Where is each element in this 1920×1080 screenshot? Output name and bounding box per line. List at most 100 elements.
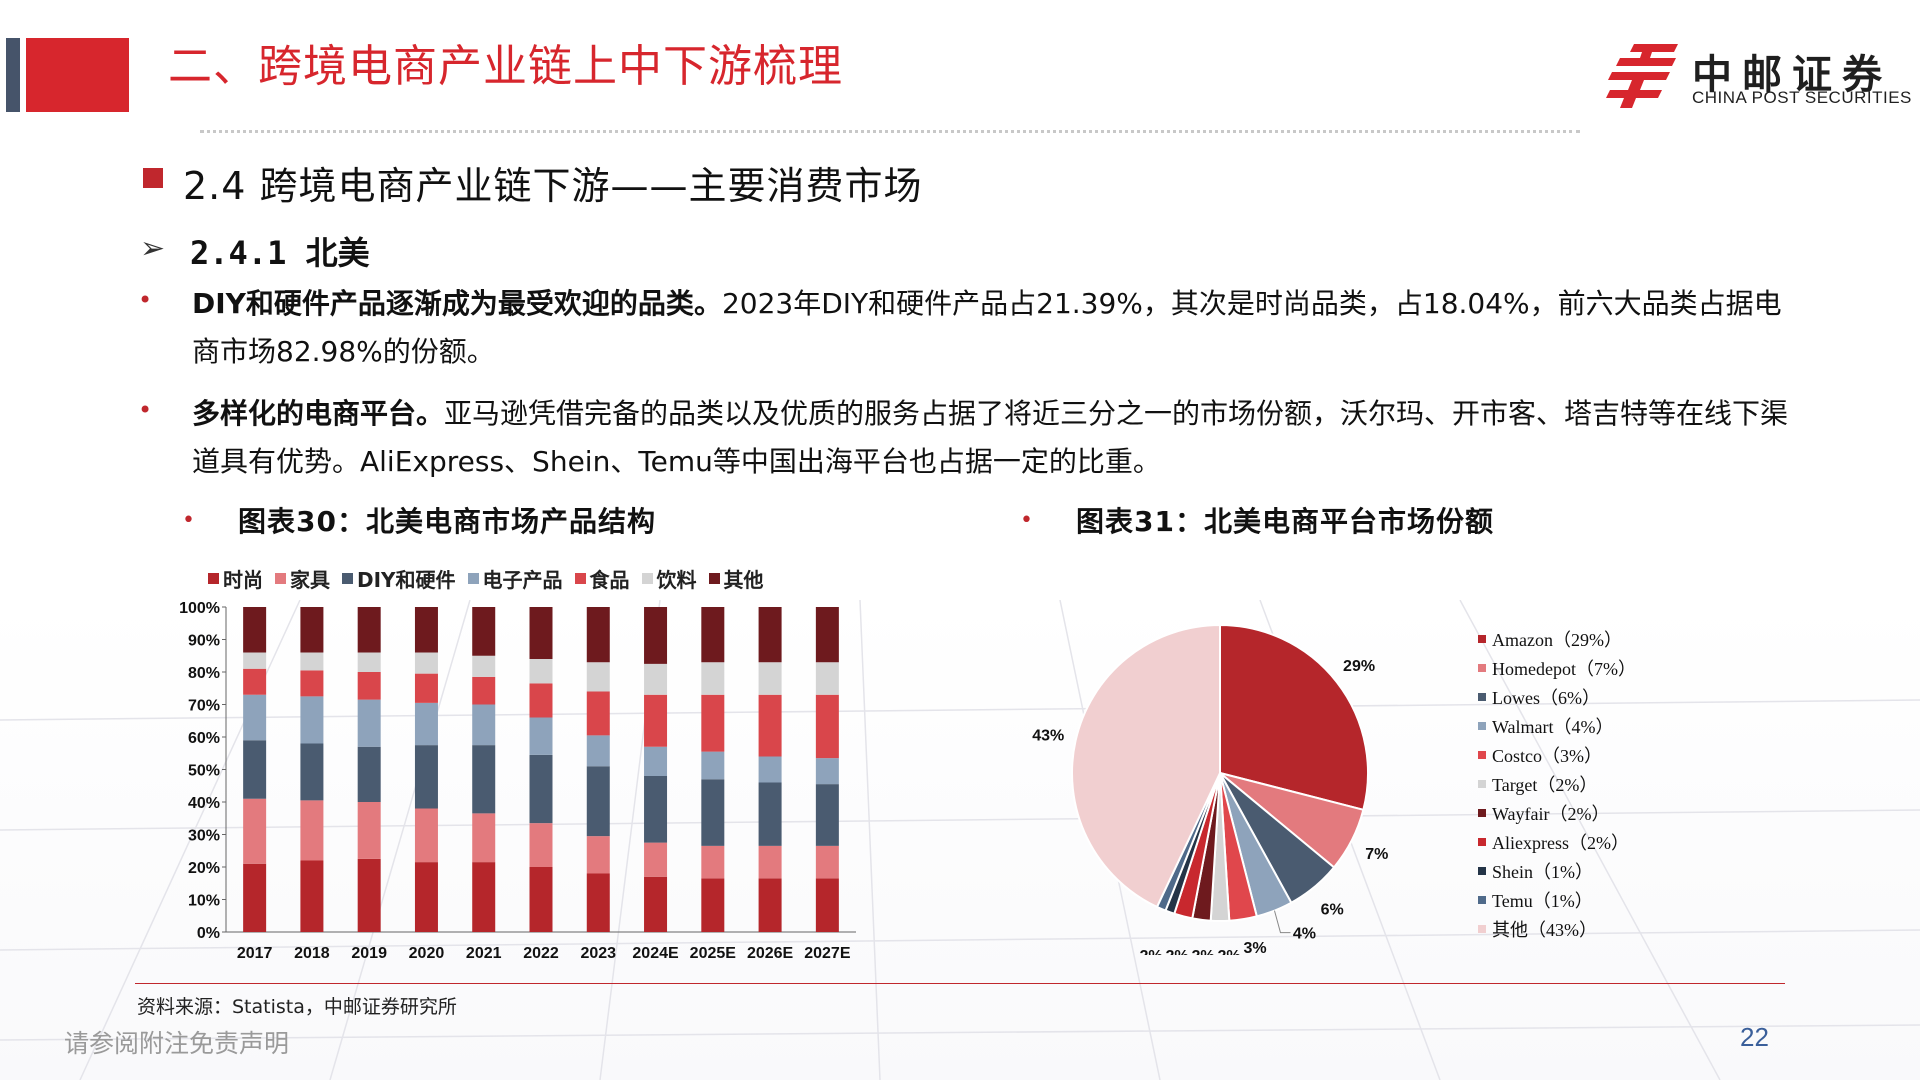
bar-segment bbox=[758, 782, 782, 846]
bar-segment bbox=[815, 607, 839, 663]
bullet-dot-icon: • bbox=[138, 286, 153, 314]
legend-label: Wayfair（2%） bbox=[1492, 803, 1610, 824]
bullet-paragraph-1: DIY和硬件产品逐渐成为最受欢迎的品类。2023年DIY和硬件产品占21.39%… bbox=[192, 280, 1792, 376]
source-text: 资料来源：Statista，中邮证券研究所 bbox=[137, 996, 457, 1018]
bar-segment bbox=[243, 694, 267, 741]
stacked-bar-chart: 0% 10% 20% 30% 40% 50% 60% 70% 80% 90% 100% 2017 201… bbox=[179, 600, 856, 962]
header-divider bbox=[200, 130, 1580, 133]
bar-segment bbox=[414, 808, 438, 863]
pie-data-label: 7% bbox=[1365, 846, 1388, 863]
pie-data-label: 4% bbox=[1293, 926, 1316, 943]
bullet-1-text: 2023年DIY和硬件产品占21.39%，其次是时尚品类，占18.04%，前六大… bbox=[192, 287, 1782, 368]
legend-swatch bbox=[1478, 779, 1486, 788]
section-title: 2.4 跨境电商产业链下游——主要消费市场 bbox=[183, 164, 923, 208]
pie-legend-item: Target（2%） bbox=[1478, 769, 1636, 798]
x-tick-label: 2018 bbox=[294, 945, 330, 962]
y-tick-label: 30% bbox=[188, 828, 220, 845]
bar-segment bbox=[644, 876, 668, 932]
bar-segment bbox=[414, 745, 438, 809]
pie-chart: 29%7%6%4%3%2%2%2%2%43% bbox=[1032, 623, 1388, 955]
bar-segment bbox=[815, 662, 839, 695]
legend-swatch bbox=[342, 572, 353, 584]
bar-segment bbox=[472, 676, 496, 705]
y-tick-label: 70% bbox=[188, 698, 220, 715]
disclaimer-link[interactable]: 请参阅附注免责声明 bbox=[64, 1029, 290, 1058]
header-accent-red bbox=[26, 38, 129, 112]
bar-segment bbox=[644, 607, 668, 664]
source-divider bbox=[135, 983, 1785, 984]
x-tick-label: 2021 bbox=[466, 945, 502, 962]
bar-segment bbox=[586, 662, 610, 692]
legend-item: 时尚 bbox=[208, 564, 263, 592]
y-tick-label: 100% bbox=[179, 600, 220, 617]
bar-segment bbox=[472, 813, 496, 863]
bar-segment bbox=[701, 662, 725, 695]
pie-data-label: 2% bbox=[1165, 948, 1188, 955]
pie-data-label: 43% bbox=[1032, 728, 1064, 745]
pie-legend-item: Costco（3%） bbox=[1478, 740, 1636, 769]
pie-chart-legend: Amazon（29%） Homedepot（7%） Lowes（6%） Walmart… bbox=[1478, 624, 1636, 943]
bar-segment bbox=[701, 845, 725, 879]
bar-segment bbox=[243, 798, 267, 864]
pie-legend-item: Shein（1%） bbox=[1478, 856, 1636, 885]
pie-data-label: 29% bbox=[1343, 658, 1375, 675]
bullet-2-text: 亚马逊凭借完备的品类以及优质的服务占据了将近三分之一的市场份额，沃尔玛、开市客、… bbox=[192, 397, 1789, 478]
bar-segment bbox=[414, 673, 438, 703]
bar-segment bbox=[644, 842, 668, 877]
legend-label: Walmart（4%） bbox=[1492, 716, 1614, 737]
bar-segment bbox=[529, 659, 553, 684]
y-tick-label: 40% bbox=[188, 795, 220, 812]
legend-item: 其他 bbox=[708, 564, 764, 592]
legend-label: Shein（1%） bbox=[1492, 861, 1593, 882]
legend-item: 饮料 bbox=[641, 564, 697, 592]
legend-label: 时尚 bbox=[223, 567, 263, 592]
pie-legend-item: Lowes（6%） bbox=[1478, 682, 1636, 711]
bullet-paragraph-2: 多样化的电商平台。亚马逊凭借完备的品类以及优质的服务占据了将近三分之一的市场份额… bbox=[192, 390, 1792, 486]
bar-segment bbox=[701, 607, 725, 663]
bar-segment bbox=[414, 862, 438, 932]
bar-segment bbox=[644, 694, 668, 747]
pie-slice bbox=[1219, 623, 1369, 812]
bar-segment bbox=[529, 683, 553, 718]
pie-legend-item: Aliexpress（2%） bbox=[1478, 827, 1636, 856]
bar-segment bbox=[815, 845, 839, 879]
page-title: 二、跨境电商产业链上中下游梳理 bbox=[168, 41, 843, 92]
bar-segment bbox=[357, 652, 381, 672]
legend-label: Costco（3%） bbox=[1492, 745, 1602, 766]
pie-legend-item: Temu（1%） bbox=[1478, 885, 1636, 914]
legend-label: 其他 bbox=[723, 567, 764, 592]
bar-segment bbox=[815, 694, 839, 759]
pie-slice bbox=[1071, 623, 1221, 909]
bar-segment bbox=[815, 878, 839, 932]
legend-label: 其他（43%） bbox=[1492, 919, 1597, 940]
legend-swatch bbox=[708, 572, 720, 584]
bar-segment bbox=[529, 717, 553, 755]
y-tick-label: 10% bbox=[188, 893, 220, 910]
section-bullet-square bbox=[143, 168, 163, 188]
logo-text-en: CHINA POST SECURITIES bbox=[1692, 88, 1912, 107]
legend-label: Temu（1%） bbox=[1492, 890, 1593, 911]
bar-segment bbox=[243, 740, 267, 799]
legend-swatch bbox=[574, 572, 586, 584]
legend-swatch bbox=[641, 572, 653, 584]
x-tick-label: 2023 bbox=[580, 945, 616, 962]
pie-legend-item: 其他（43%） bbox=[1478, 914, 1636, 943]
header-accent-gray bbox=[6, 38, 20, 112]
bullet-dot-icon: • bbox=[138, 396, 153, 424]
legend-swatch bbox=[1478, 866, 1486, 875]
bullet-2-bold: 多样化的电商平台。 bbox=[192, 397, 445, 430]
legend-label: 家具 bbox=[290, 567, 330, 592]
legend-swatch bbox=[275, 572, 286, 584]
figure-dot-icon: • bbox=[1020, 508, 1033, 533]
x-tick-label: 2019 bbox=[351, 945, 387, 962]
x-tick-label: 2020 bbox=[409, 945, 445, 962]
bar-segment bbox=[414, 652, 438, 674]
legend-swatch bbox=[1478, 924, 1486, 933]
x-tick-label: 2022 bbox=[523, 945, 559, 962]
x-tick-label: 2017 bbox=[237, 945, 273, 962]
subsection-title: 2.4.1 北美 bbox=[190, 234, 370, 272]
bar-segment bbox=[701, 751, 725, 780]
bar-segment bbox=[815, 784, 839, 846]
figure-30-title: 图表30：北美电商市场产品结构 bbox=[238, 505, 656, 538]
pie-legend-item: Wayfair（2%） bbox=[1478, 798, 1636, 827]
